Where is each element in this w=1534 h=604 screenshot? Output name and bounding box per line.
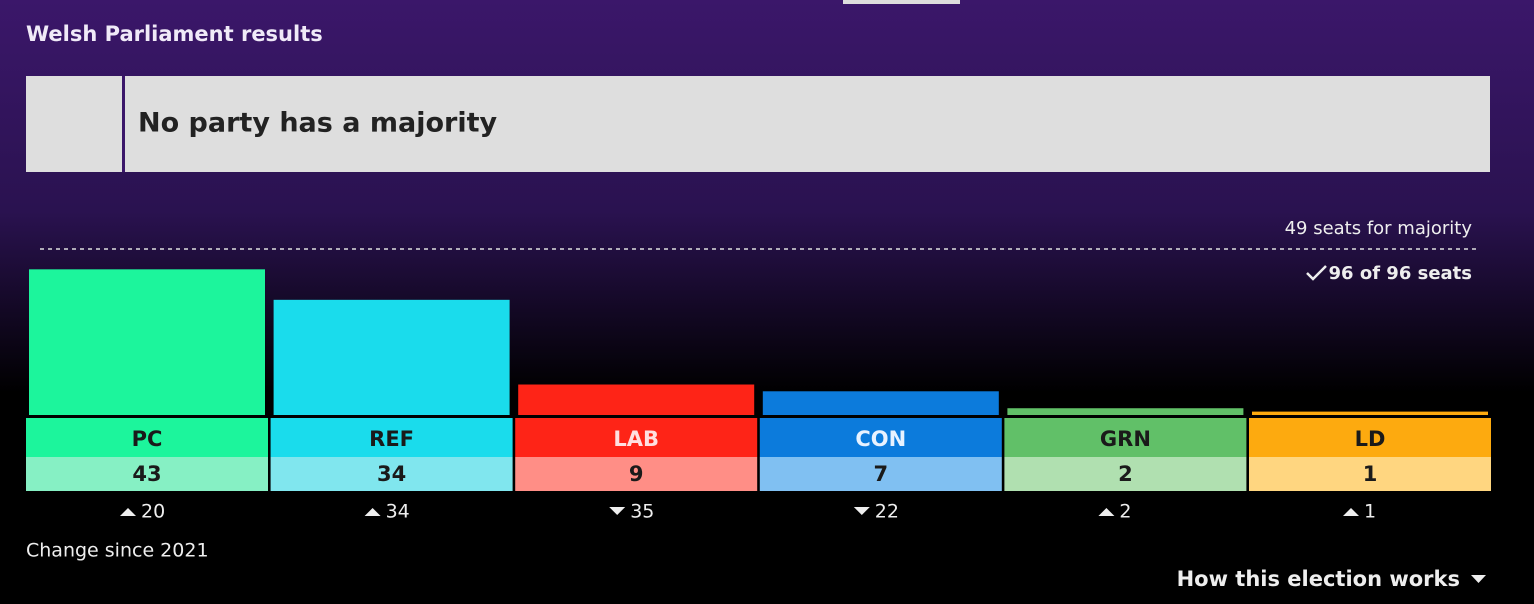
bar [518, 384, 755, 415]
status-text: No party has a majority [138, 108, 497, 139]
how-it-works[interactable]: How this election works [1177, 567, 1460, 591]
change-label: Change since 2021 [26, 540, 209, 562]
seat-count: 7 [873, 462, 888, 486]
party-name: LD [1355, 427, 1386, 451]
seat-count: 9 [629, 462, 644, 486]
seat-cell [759, 457, 1002, 491]
change-value: 34 [386, 501, 410, 523]
seat-count: 43 [132, 462, 161, 486]
party-name: REF [369, 427, 414, 451]
party-cell [26, 418, 268, 457]
bar [1007, 408, 1244, 415]
party-cell [270, 418, 513, 457]
change-arrow [1343, 508, 1359, 516]
change-value: 1 [1364, 501, 1376, 523]
party-name: PC [132, 427, 163, 451]
seat-count: 1 [1363, 462, 1378, 486]
bar [29, 269, 265, 415]
seat-cell [270, 457, 513, 491]
change-value: 2 [1119, 501, 1131, 523]
bar [762, 391, 999, 415]
change-arrow [364, 508, 381, 516]
change-value: 20 [141, 501, 165, 523]
tab-indicator [843, 0, 960, 4]
seat-cell [1004, 457, 1247, 491]
seat-cell [1249, 457, 1491, 491]
party-name: GRN [1100, 427, 1151, 451]
seat-count: 34 [377, 462, 406, 486]
party-name: LAB [613, 427, 659, 451]
status-box [26, 76, 1490, 172]
party-cell [759, 418, 1002, 457]
change-value: 22 [875, 501, 899, 523]
seat-cell [515, 457, 758, 491]
party-cell [1004, 418, 1247, 457]
change-arrow [120, 508, 136, 516]
change-arrow [853, 507, 870, 515]
check-icon [1306, 265, 1327, 281]
bar [273, 299, 510, 415]
party-cell [1249, 418, 1491, 457]
bar [1252, 411, 1488, 415]
seat-cell [26, 457, 268, 491]
change-value: 35 [630, 501, 654, 523]
party-name: CON [855, 427, 906, 451]
seat-count: 2 [1118, 462, 1133, 486]
change-arrow [1098, 508, 1115, 516]
majority-label: 49 seats for majority [1285, 218, 1473, 239]
expand-icon[interactable] [1471, 575, 1486, 583]
declared: 96 of 96 seats [1329, 263, 1472, 284]
change-arrow [609, 507, 626, 515]
party-cell [515, 418, 758, 457]
title: Welsh Parliament results [26, 22, 323, 46]
